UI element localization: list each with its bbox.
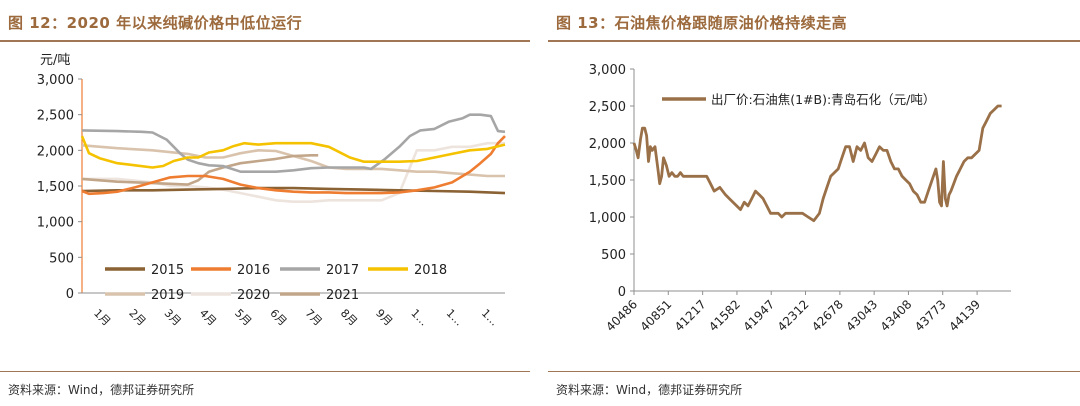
- series-line-petroleum-coke: [632, 104, 1002, 223]
- series-line-2017: [81, 113, 506, 173]
- y-tick-label: 500: [49, 251, 74, 266]
- x-tick-label: 42312: [775, 297, 812, 334]
- x-tick-label: 1月: [91, 307, 113, 329]
- legend-label-2018: 2018: [414, 263, 447, 278]
- y-tick-label: 1,500: [589, 174, 626, 189]
- chart-title: 图 13：石油焦价格跟随原油价格持续走高: [556, 14, 848, 32]
- y-tick-label: 2,500: [589, 100, 626, 115]
- x-tick-label: 5月: [232, 307, 254, 329]
- y-tick-label: 500: [601, 248, 626, 263]
- legend-label-2019: 2019: [151, 288, 184, 303]
- legend-label-2021: 2021: [326, 288, 359, 303]
- x-tick-label: 1…: [408, 307, 430, 329]
- x-tick-label: 4月: [197, 307, 219, 329]
- x-tick-label: 1…: [479, 307, 501, 329]
- x-tick-label: 44139: [946, 297, 983, 334]
- title-rule: [0, 40, 530, 42]
- y-tick-label: 2,000: [37, 144, 74, 159]
- chart-soda-ash-price: 元/吨 0 500 1,000 1,500 2,000 2,500 3,000 1月 2月 3月 4月…: [37, 53, 506, 329]
- x-tick-label: 9月: [373, 307, 395, 329]
- chart-panel-soda-ash: 图 12：2020 年以来纯碱价格中低位运行 元/吨 0 500 1,000 1,500…: [0, 0, 530, 406]
- y-tick-label: 0: [618, 285, 626, 300]
- x-tick-label: 43773: [912, 297, 949, 334]
- legend-label-2020: 2020: [237, 288, 270, 303]
- x-tick-label: 2月: [126, 307, 148, 329]
- legend-label-2016: 2016: [237, 263, 270, 278]
- legend-label-2017: 2017: [326, 263, 359, 278]
- source-rule: [548, 371, 1080, 372]
- chart-panel-petroleum-coke: 图 13：石油焦价格跟随原油价格持续走高 0 500 1,000 1,500 2,000…: [548, 0, 1080, 406]
- y-tick-label: 0: [66, 287, 74, 302]
- title-rule: [548, 40, 1080, 42]
- y-axis-label: 元/吨: [40, 53, 70, 68]
- y-tick-label: 3,000: [37, 73, 74, 88]
- y-tick-label: 3,000: [589, 63, 626, 78]
- series-line-2015: [81, 186, 506, 195]
- x-tick-label: 43043: [843, 297, 880, 334]
- x-tick-label: 1…: [444, 307, 466, 329]
- series-line-2019: [81, 144, 505, 178]
- x-tick-label: 41947: [740, 297, 777, 334]
- chart-source: 资料来源：Wind，德邦证券研究所: [8, 383, 195, 397]
- y-tick-label: 1,000: [37, 216, 74, 231]
- y-tick-label: 1,000: [589, 211, 626, 226]
- legend-label: 出厂价:石油焦(1#B):青岛石化（元/吨）: [711, 92, 935, 107]
- chart-title: 图 12：2020 年以来纯碱价格中低位运行: [8, 14, 303, 32]
- y-tick-label: 2,000: [589, 137, 626, 152]
- x-tick-label: 7月: [303, 307, 325, 329]
- y-tick-label: 1,500: [37, 180, 74, 195]
- x-tick-label: 40851: [638, 297, 675, 334]
- x-tick-label: 41217: [672, 297, 709, 334]
- series-line-2020: [82, 141, 505, 203]
- series-line-2016: [81, 135, 506, 196]
- series-line-2018: [80, 135, 506, 169]
- x-tick-label: 8月: [338, 307, 360, 329]
- x-tick-label: 40486: [603, 297, 640, 334]
- x-tick-label: 43408: [878, 297, 915, 334]
- y-tick-label: 2,500: [37, 109, 74, 124]
- chart-source: 资料来源：Wind，德邦证券研究所: [556, 383, 743, 397]
- x-tick-label: 42678: [809, 297, 846, 334]
- legend-label-2015: 2015: [151, 263, 184, 278]
- x-tick-label: 6月: [267, 307, 289, 329]
- chart-petroleum-coke-price: 05001,0001,5002,0002,5003,00040486408514…: [589, 63, 1011, 334]
- x-tick-label: 41582: [706, 297, 743, 334]
- x-tick-label: 3月: [162, 307, 184, 329]
- source-rule: [0, 371, 530, 372]
